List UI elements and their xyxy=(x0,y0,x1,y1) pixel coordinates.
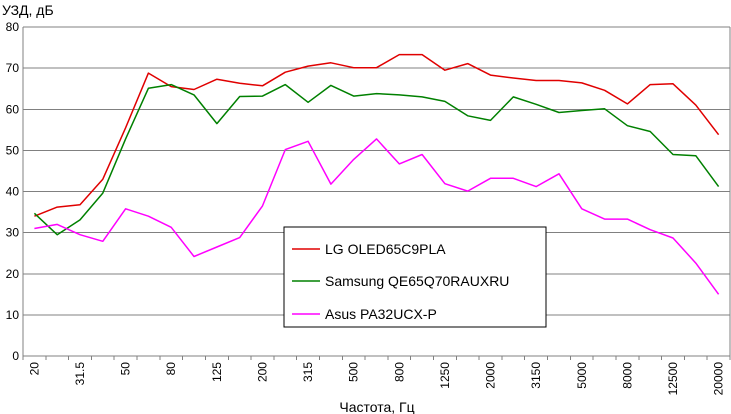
legend-label-1: LG OLED65C9PLA xyxy=(325,241,446,257)
y-tick-label-30: 30 xyxy=(6,226,20,240)
y-axis-tick-labels: 0 10 20 30 40 50 60 70 80 xyxy=(6,20,20,363)
legend: LG OLED65C9PLA Samsung QE65Q70RAUXRU Asus … xyxy=(283,226,547,328)
x-tick-label-2000: 2000 xyxy=(484,362,498,389)
y-tick-label-10: 10 xyxy=(6,308,20,322)
x-tick-label-20000: 20000 xyxy=(712,362,726,396)
x-tick-label-500: 500 xyxy=(347,362,361,382)
y-tick-label-50: 50 xyxy=(6,143,20,157)
x-tick-label-200: 200 xyxy=(255,362,269,382)
legend-label-3: Asus PA32UCX-P xyxy=(325,306,437,322)
x-axis-tick-labels: 20 31.5 50 80 125 200 315 500 800 1250 2000 3150 500… xyxy=(27,362,725,396)
series-line-3 xyxy=(34,138,720,295)
series-line-1 xyxy=(34,53,720,217)
x-tick-label-800: 800 xyxy=(392,362,406,382)
x-tick-label-125: 125 xyxy=(210,362,224,382)
y-tick-label-80: 80 xyxy=(6,20,20,34)
grid-lines xyxy=(23,26,730,357)
x-tick-label-80: 80 xyxy=(164,362,178,376)
y-tick-label-70: 70 xyxy=(6,61,20,75)
series-line-2 xyxy=(33,83,720,236)
legend-label-2: Samsung QE65Q70RAUXRU xyxy=(325,273,509,289)
x-tick-label-50: 50 xyxy=(119,362,133,376)
y-axis-title: УЗД, дБ xyxy=(2,2,54,18)
x-tick-label-20: 20 xyxy=(27,362,41,376)
x-tick-label-12500: 12500 xyxy=(666,362,680,396)
x-tick-label-31.5: 31.5 xyxy=(73,362,87,386)
x-axis-title: Частота, Гц xyxy=(339,399,414,414)
x-tick-label-3150: 3150 xyxy=(529,362,543,389)
legend-box xyxy=(283,226,547,328)
x-tick-label-1250: 1250 xyxy=(438,362,452,389)
y-tick-label-60: 60 xyxy=(6,102,20,116)
y-tick-label-40: 40 xyxy=(6,185,20,199)
x-tick-label-8000: 8000 xyxy=(620,362,634,389)
series-lines xyxy=(33,53,720,295)
axes xyxy=(22,27,731,360)
x-tick-label-5000: 5000 xyxy=(575,362,589,389)
y-tick-label-0: 0 xyxy=(12,349,19,363)
y-tick-label-20: 20 xyxy=(6,267,20,281)
x-tick-label-315: 315 xyxy=(301,362,315,382)
